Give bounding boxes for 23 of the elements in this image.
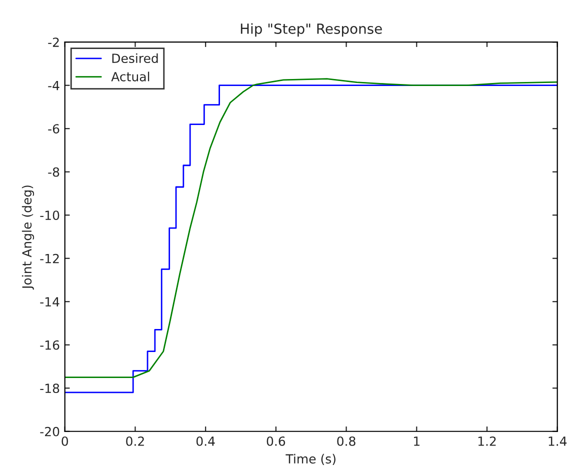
legend-label: Desired [112, 53, 158, 64]
y-tick-label: -14 [40, 297, 60, 306]
x-tick-label: 1 [414, 436, 420, 446]
y-tick-label: -10 [40, 210, 60, 220]
x-tick-label: 1.4 [548, 436, 567, 446]
y-tick-label: -8 [48, 167, 60, 177]
x-tick-label: 1.2 [478, 436, 496, 446]
y-tick-label: -12 [40, 254, 59, 264]
y-tick-label: -4 [48, 80, 60, 90]
y-tick-label: -20 [40, 426, 60, 436]
x-tick-label: 0.6 [266, 436, 286, 446]
y-axis-title: Joint Angle (deg) [22, 186, 34, 290]
x-tick-label: 0.4 [196, 436, 215, 446]
x-tick-label: 0.2 [126, 436, 144, 446]
chart-title: Hip "Step" Response [240, 23, 382, 37]
x-axis-title: Time (s) [286, 454, 336, 466]
y-tick-label: -18 [40, 384, 60, 394]
y-tick-label: -16 [40, 340, 60, 350]
legend-label: Actual [111, 72, 150, 82]
x-tick-label: 0.8 [337, 436, 356, 446]
y-tick-label: -6 [48, 124, 60, 134]
y-tick-label: -2 [48, 38, 59, 47]
x-tick-label: 0 [62, 436, 68, 446]
